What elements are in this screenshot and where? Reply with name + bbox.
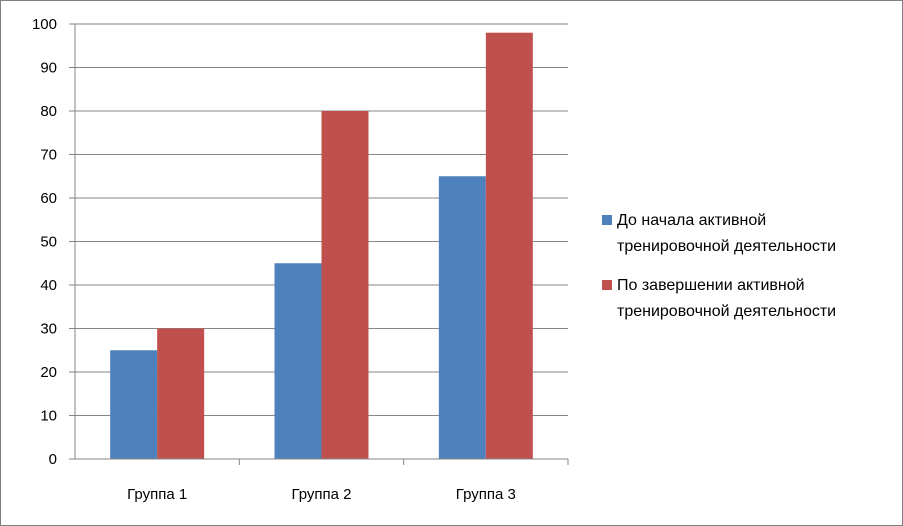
axes bbox=[74, 24, 568, 460]
bar-2-3 bbox=[485, 32, 533, 459]
legend-swatch-2 bbox=[602, 280, 612, 290]
legend-label-2: тренировочной деятельности bbox=[617, 303, 836, 320]
bar-1-2 bbox=[274, 263, 322, 459]
y-axis-ticks: 0 10 20 30 40 50 60 70 80 90 100 bbox=[32, 16, 75, 468]
y-tick-label: 60 bbox=[40, 190, 57, 207]
legend-label-1: До начала активной bbox=[617, 212, 766, 229]
legend-label-2: По завершении активной bbox=[617, 277, 805, 294]
legend-swatch-1 bbox=[602, 215, 612, 225]
y-tick-label: 50 bbox=[40, 234, 57, 251]
y-tick-label: 10 bbox=[40, 408, 57, 425]
y-tick-label: 30 bbox=[40, 321, 57, 338]
y-tick-label: 90 bbox=[40, 60, 57, 77]
bar-1-3 bbox=[438, 176, 486, 459]
x-tick-label: Группа 2 bbox=[291, 486, 351, 503]
y-tick-label: 80 bbox=[40, 103, 57, 120]
x-axis-ticks: Группа 1 Группа 2 Группа 3 bbox=[127, 459, 569, 503]
x-tick-label: Группа 3 bbox=[456, 486, 516, 503]
y-tick-label: 100 bbox=[32, 16, 57, 33]
y-tick-label: 40 bbox=[40, 277, 57, 294]
legend-label-1: тренировочной деятельности bbox=[617, 238, 836, 255]
x-tick-label: Группа 1 bbox=[127, 486, 187, 503]
legend: До начала активной тренировочной деятельн… bbox=[602, 212, 836, 320]
y-tick-label: 0 bbox=[49, 451, 57, 468]
bar-2-2 bbox=[321, 111, 369, 459]
bar-1-1 bbox=[110, 350, 158, 459]
bars bbox=[110, 32, 533, 459]
y-tick-label: 70 bbox=[40, 147, 57, 164]
y-tick-label: 20 bbox=[40, 364, 57, 381]
bar-2-1 bbox=[157, 328, 205, 459]
